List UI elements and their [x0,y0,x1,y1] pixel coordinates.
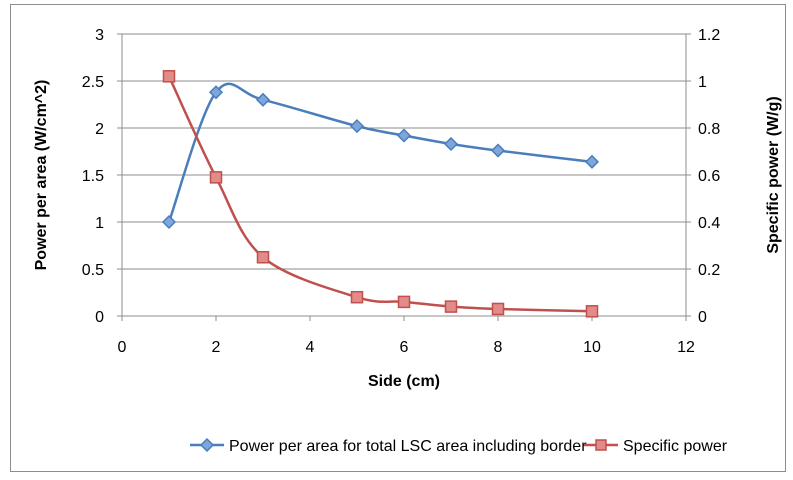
right-axis-title: Specific power (W/g) [765,96,782,253]
data-point-square [585,305,599,318]
right-tick-label: 0.8 [698,121,720,138]
left-axis-title: Power per area (W/cm^2) [33,80,50,271]
chart-frame [10,4,786,472]
data-point-square [209,171,223,184]
right-tick-label: 0.2 [698,262,720,279]
left-tick-label: 3 [95,27,104,44]
tick-labels: 0 0.5 1 1.5 2 2.5 3 0 0.2 0.4 0.6 0.8 1 1.2 0 2 4 6 8 10 12 [82,27,721,356]
legend: Power per area for total LSC area includ… [190,437,728,455]
legend-label-power-per-area: Power per area for total LSC area includ… [229,438,587,455]
series-line [167,82,593,223]
data-point-square [491,302,505,316]
x-tick-label: 6 [400,339,409,356]
left-tick-label: 2.5 [82,74,104,91]
x-tick-label: 4 [306,339,315,356]
series-power-per-area [161,82,600,230]
legend-label-specific-power: Specific power [623,438,728,455]
x-tick-label: 0 [118,339,127,356]
x-tick-label: 8 [494,339,503,356]
right-tick-label: 1.2 [698,27,720,44]
series-layer [161,70,600,318]
data-point-square [397,295,411,309]
data-point-diamond [396,128,412,143]
left-tick-label: 0.5 [82,262,104,279]
gridlines [122,33,686,270]
series-line [167,75,593,313]
right-tick-label: 0.4 [698,215,720,232]
left-tick-label: 0 [95,309,104,326]
series-specific-power [162,70,599,318]
right-tick-label: 1 [698,74,707,91]
right-tick-label: 0.6 [698,168,720,185]
data-point-square [256,251,270,264]
data-point-diamond [584,154,600,169]
legend-marker-square [595,439,607,451]
x-tick-label: 10 [583,339,601,356]
x-tick-label: 12 [677,339,695,356]
left-tick-label: 1.5 [82,168,104,185]
x-tick-label: 2 [212,339,221,356]
axes [117,33,691,321]
data-point-diamond [490,143,506,158]
data-point-diamond [208,85,224,100]
right-tick-label: 0 [698,309,707,326]
data-point-diamond [443,136,459,152]
left-tick-label: 2 [95,121,104,138]
left-tick-label: 1 [95,215,104,232]
data-point-square [444,300,458,313]
legend-marker-diamond [199,437,215,453]
data-point-square [162,70,176,83]
data-point-square [350,290,364,304]
data-point-diamond [255,92,271,107]
data-point-diamond [349,119,365,134]
data-point-diamond [161,214,177,230]
x-axis-title: Side (cm) [368,373,440,390]
